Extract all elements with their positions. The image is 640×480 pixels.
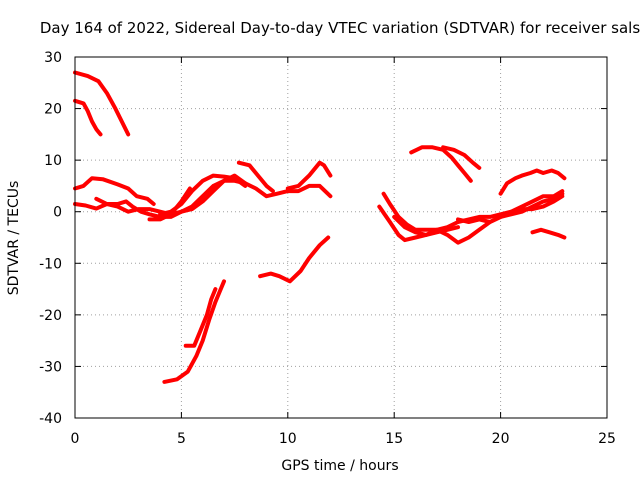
series-arc-9 (285, 160, 333, 191)
plot-frame (74, 56, 608, 419)
tick-layer (74, 56, 608, 419)
y-tick-label: -10 (39, 256, 62, 272)
y-tick-label: -40 (39, 411, 62, 427)
series-arc-18 (441, 145, 482, 170)
series-arc-6 (147, 186, 192, 222)
series-arc-12 (258, 235, 331, 284)
y-tick-label: -30 (39, 359, 62, 375)
series-arc-7 (158, 173, 248, 217)
x-tick-label: 15 (385, 431, 403, 447)
y-tick-label: 20 (44, 102, 62, 118)
series-arc-8 (236, 160, 275, 194)
x-tick-label: 25 (598, 431, 616, 447)
series-arc-19 (498, 168, 567, 196)
x-tick-label: 5 (177, 431, 186, 447)
tick-label-layer: 0 5 10 15 20 25 -40 -30 -20 -10 0 10 20 30 (39, 50, 616, 447)
series-arc-11 (183, 287, 218, 348)
series-arc-4 (73, 173, 333, 217)
series-layer (73, 70, 567, 384)
series-arc-2 (73, 98, 103, 137)
y-axis-title: SDTVAR / TECUs (6, 181, 22, 296)
x-axis-title: GPS time / hours (281, 458, 398, 474)
series-arc-15 (392, 189, 565, 237)
series-arc-14 (381, 191, 565, 245)
x-tick-label: 10 (279, 431, 297, 447)
series-arc-20 (530, 227, 567, 240)
series-arc-13 (377, 204, 460, 243)
series-arc-10 (162, 279, 226, 384)
y-tick-label: -20 (39, 308, 62, 324)
chart-title: Day 164 of 2022, Sidereal Day-to-day VTE… (40, 19, 640, 37)
series-arc-1 (73, 70, 131, 137)
y-tick-label: 10 (44, 153, 62, 169)
series-arc-16 (456, 194, 565, 224)
x-tick-label: 0 (71, 431, 80, 447)
series-arc-3 (73, 176, 156, 206)
y-tick-label: 0 (53, 205, 62, 221)
series-arc-17 (409, 145, 473, 183)
y-tick-label: 30 (44, 50, 62, 66)
x-tick-label: 20 (492, 431, 510, 447)
grid-layer (75, 57, 607, 418)
